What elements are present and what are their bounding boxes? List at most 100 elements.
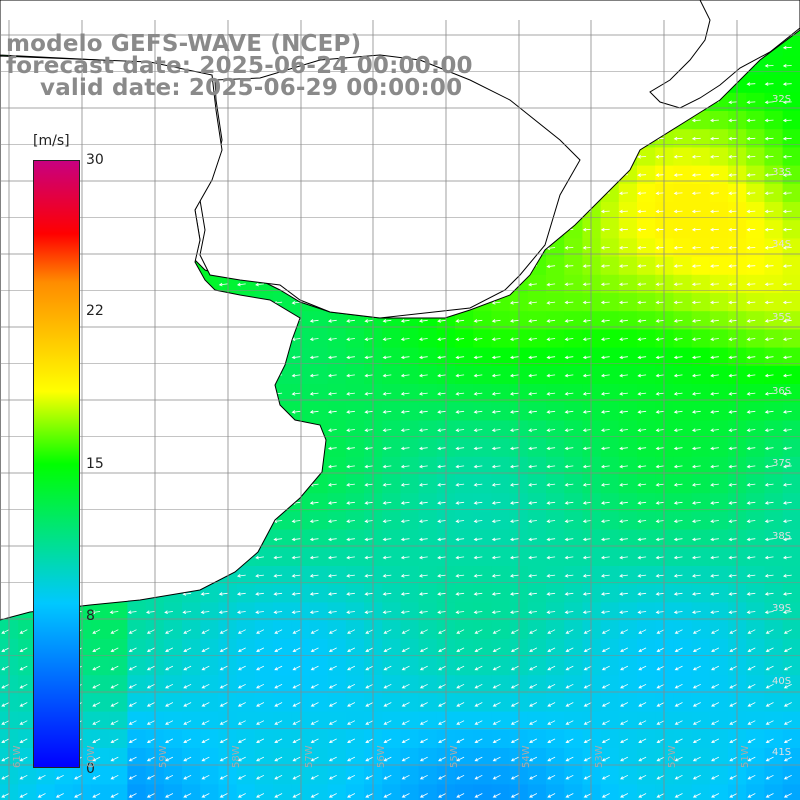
wind-speed-cell (618, 475, 638, 494)
wind-speed-cell (637, 347, 656, 367)
wind-speed-cell (382, 529, 401, 549)
wind-arrow (728, 337, 738, 341)
wind-speed-cell (491, 547, 511, 567)
wind-arrow (746, 246, 756, 250)
wind-speed-cell (764, 92, 784, 112)
wind-speed-cell (728, 766, 747, 785)
wind-speed-cell (200, 711, 219, 731)
wind-speed-cell (491, 711, 511, 731)
wind-speed-cell (618, 566, 638, 585)
wind-arrow (764, 64, 774, 68)
wind-speed-cell (455, 420, 474, 440)
wind-arrow (327, 446, 337, 451)
wind-speed-cell (200, 657, 219, 676)
wind-arrow (691, 482, 701, 487)
wind-arrow (364, 464, 374, 469)
wind-speed-cell (637, 566, 656, 585)
wind-speed-cell (691, 311, 711, 330)
wind-speed-cell (418, 511, 438, 531)
lon-label-55w: 55W (449, 745, 460, 768)
wind-speed-cell (637, 147, 656, 167)
wind-arrow (582, 282, 592, 287)
wind-speed-cell (546, 365, 565, 385)
wind-speed-cell (709, 584, 729, 603)
wind-speed-cell (546, 657, 565, 676)
wind-speed-cell (582, 293, 602, 312)
wind-speed-cell (127, 657, 147, 676)
wind-speed-cell (709, 620, 729, 640)
wind-arrow (437, 337, 446, 341)
wind-speed-cell (746, 784, 765, 800)
wind-speed-cell (600, 456, 620, 476)
wind-arrow (455, 355, 465, 360)
wind-speed-cell (546, 511, 565, 531)
wind-arrow (673, 337, 683, 341)
wind-speed-cell (618, 584, 638, 603)
wind-arrow (782, 45, 792, 50)
wind-speed-cell (746, 566, 765, 585)
wind-speed-cell (127, 620, 147, 640)
wind-arrow (364, 482, 374, 487)
wind-speed-cell (728, 620, 747, 640)
wind-arrow (619, 519, 628, 523)
wind-arrow (782, 410, 792, 414)
wind-speed-cell (455, 638, 474, 658)
wind-speed-cell (254, 711, 274, 731)
wind-arrow (728, 118, 738, 123)
wind-arrow (619, 337, 628, 341)
wind-speed-cell (527, 529, 547, 549)
wind-speed-cell (691, 347, 711, 367)
wind-speed-cell (527, 657, 547, 676)
wind-arrow (327, 410, 337, 414)
wind-arrow (710, 519, 719, 523)
wind-speed-cell (182, 784, 201, 800)
wind-arrow (437, 592, 446, 596)
wind-arrow (691, 410, 701, 414)
wind-speed-cell (637, 238, 656, 258)
wind-speed-cell (273, 748, 292, 767)
wind-arrow (691, 391, 701, 396)
wind-speed-cell (691, 638, 711, 658)
wind-speed-cell (709, 493, 729, 512)
wind-speed-cell (637, 183, 656, 203)
wind-speed-cell (709, 748, 729, 767)
wind-speed-cell (327, 438, 347, 458)
wind-speed-cell (582, 511, 602, 531)
wind-arrow (564, 592, 574, 596)
wind-speed-cell (418, 711, 438, 731)
wind-arrow (327, 501, 337, 505)
wind-speed-cell (582, 347, 602, 367)
wind-speed-cell (273, 657, 292, 676)
wind-speed-cell (728, 274, 747, 294)
wind-speed-cell (582, 729, 602, 749)
wind-arrow (764, 482, 774, 487)
wind-arrow (691, 592, 701, 596)
wind-speed-cell (455, 566, 474, 585)
wind-arrow (710, 373, 719, 378)
wind-speed-cell (564, 511, 583, 531)
wind-arrow (491, 573, 501, 578)
wind-speed-cell (618, 602, 638, 622)
wind-arrow (764, 464, 774, 469)
wind-speed-cell (746, 420, 765, 440)
wind-speed-cell (673, 165, 693, 185)
wind-arrow (782, 446, 792, 451)
wind-arrow (655, 464, 665, 469)
wind-speed-cell (673, 584, 693, 603)
wind-speed-cell (491, 475, 511, 494)
wind-speed-cell (618, 675, 638, 694)
wind-speed-cell (709, 256, 729, 276)
wind-arrow (673, 355, 683, 360)
wind-speed-cell (691, 766, 711, 785)
wind-speed-cell (600, 438, 620, 458)
wind-speed-cell (273, 784, 292, 800)
wind-speed-cell (309, 384, 329, 403)
wind-arrow (455, 537, 465, 542)
wind-arrow (710, 446, 719, 451)
wind-arrow (619, 355, 628, 360)
wind-arrow (437, 319, 446, 323)
wind-speed-cell (655, 384, 674, 403)
wind-arrow (691, 319, 701, 323)
wind-speed-cell (655, 202, 674, 221)
wind-speed-cell (273, 529, 292, 549)
